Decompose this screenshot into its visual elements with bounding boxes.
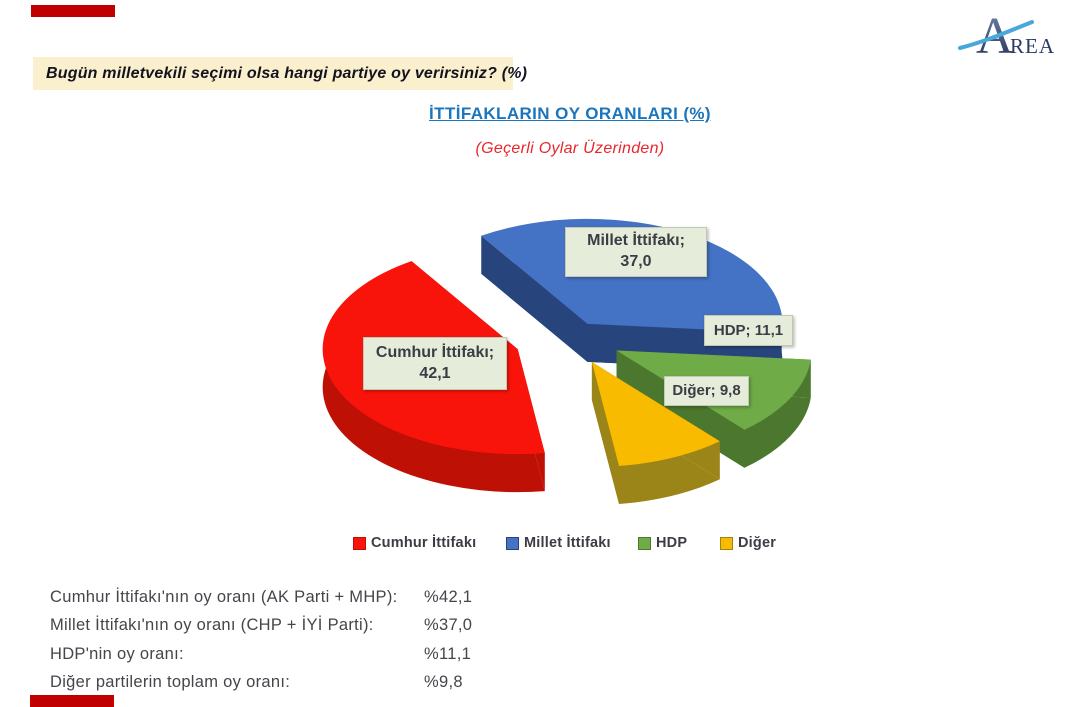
chart-subtitle: (Geçerli Oylar Üzerinden): [475, 140, 665, 157]
summary-row-label: Cumhur İttifakı'nın oy oranı (AK Parti +…: [50, 588, 398, 606]
chart-title: İTTİFAKLARIN OY ORANLARI (%): [429, 104, 711, 123]
summary-row-value: %42,1: [424, 588, 473, 606]
legend-label-millet: Millet İttifakı: [524, 535, 611, 551]
bottom-left-accent-bar: [30, 695, 114, 707]
summary-row-label: HDP'nin oy oranı:: [50, 645, 184, 663]
pie-label-millet-line1: Millet İttifakı;: [587, 232, 685, 250]
top-left-accent-bar: [31, 5, 115, 17]
summary-row-value: %9,8: [424, 673, 463, 691]
legend-item-diger: Diğer: [720, 534, 776, 552]
pie-label-cumhur: Cumhur İttifakı; 42,1: [363, 337, 507, 390]
summary-row-value: %37,0: [424, 616, 473, 634]
question-text: Bugün milletvekili seçimi olsa hangi par…: [46, 64, 528, 82]
pie-label-cumhur-line1: Cumhur İttifakı;: [375, 343, 495, 361]
pie-label-hdp: HDP; 11,1: [704, 315, 793, 346]
logo-swoosh-icon: [958, 20, 1034, 50]
pie-label-millet-line2: 37,0: [620, 253, 652, 270]
area-logo-graphic: A REA: [958, 8, 1055, 65]
area-logo: A REA: [958, 6, 1066, 65]
summary-row-value: %11,1: [424, 645, 472, 663]
legend-item-cumhur: Cumhur İttifakı: [353, 534, 476, 552]
summary-row-label: Millet İttifakı'nın oy oranı (CHP + İYİ …: [50, 616, 374, 634]
legend-swatch-diger: [720, 536, 733, 550]
summary-row-label: Diğer partilerin toplam oy oranı:: [50, 673, 291, 691]
logo-letters-rea: REA: [1010, 34, 1055, 58]
pie-slice-top-3: [591, 362, 720, 467]
pie-slice-cutface-3: [591, 362, 620, 505]
legend-swatch-hdp: [638, 536, 651, 550]
pie-label-cumhur-line2: 42,1: [419, 364, 451, 382]
legend-item-millet: Millet İttifakı: [506, 534, 611, 552]
question-bar: Bugün milletvekili seçimi olsa hangi par…: [33, 57, 527, 90]
pie-label-millet: Millet İttifakı; 37,0: [565, 227, 707, 277]
legend-swatch-cumhur: [353, 536, 366, 550]
legend-label-hdp: HDP: [656, 535, 688, 551]
pie-label-hdp-line1: HDP; 11,1: [713, 321, 784, 339]
legend-label-cumhur: Cumhur İttifakı: [371, 535, 477, 551]
pie-slice-cutface-1: [481, 235, 588, 362]
legend-item-hdp: HDP: [638, 534, 687, 552]
pie-label-diger-line1: Diğer; 9,8: [672, 382, 741, 400]
legend-swatch-millet: [506, 536, 519, 550]
pie-label-diger: Diğer; 9,8: [664, 376, 749, 406]
legend-label-diger: Diğer: [738, 535, 777, 551]
